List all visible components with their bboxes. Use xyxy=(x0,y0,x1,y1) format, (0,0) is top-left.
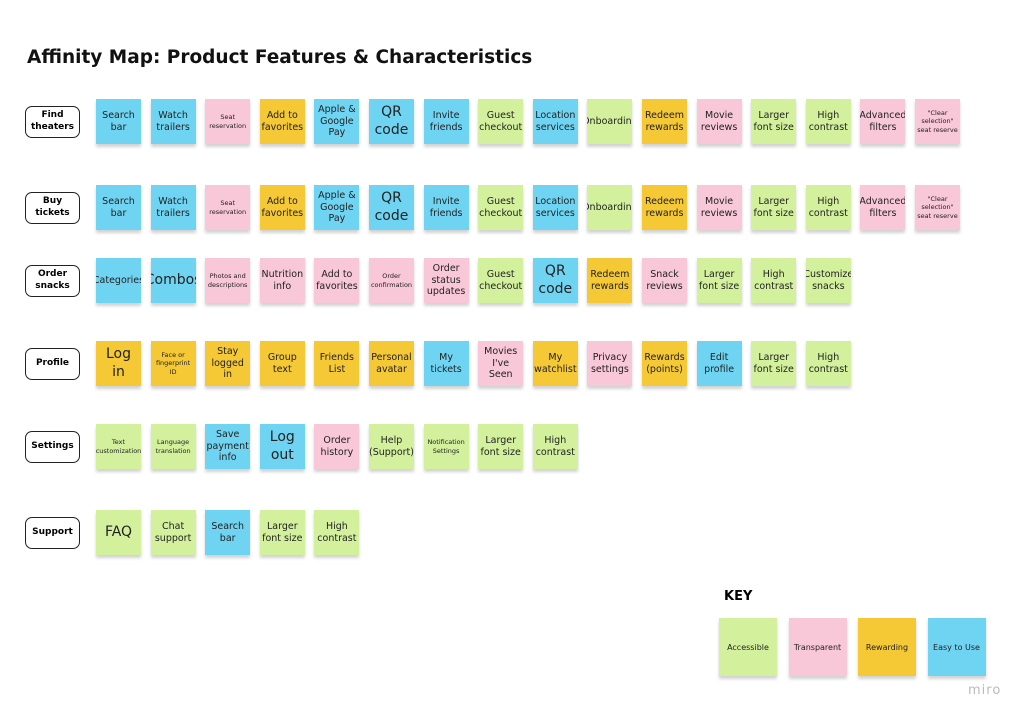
sticky-note: Customize snacks xyxy=(805,258,851,303)
sticky-note: Movies I've Seen xyxy=(478,341,524,386)
sticky-note: Apple & Google Pay xyxy=(314,185,360,230)
sticky-note: Log in xyxy=(96,341,141,386)
sticky-note: Watch trailers xyxy=(150,185,196,230)
sticky-note: Redeem rewards xyxy=(642,99,687,144)
sticky-note: Search bar xyxy=(96,99,141,144)
sticky-note: "Clear selection" seat reserve xyxy=(915,185,960,230)
row-label: Support xyxy=(25,517,80,549)
sticky-note: Larger font size xyxy=(696,258,742,303)
row-label: Settings xyxy=(25,431,80,463)
sticky-note: Nutrition info xyxy=(259,258,305,303)
sticky-note: High contrast xyxy=(751,258,797,303)
sticky-note: Order confirmation xyxy=(369,258,414,303)
sticky-note: High contrast xyxy=(805,185,851,230)
sticky-note: Search bar xyxy=(205,510,251,555)
sticky-note: Larger font size xyxy=(751,99,797,144)
sticky-note: High contrast xyxy=(805,341,851,386)
sticky-note: Snack reviews xyxy=(642,258,687,303)
sticky-note: Guest checkout xyxy=(478,185,524,230)
sticky-note: High contrast xyxy=(314,510,360,555)
sticky-note: Add to favorites xyxy=(259,99,305,144)
sticky-note: My tickets xyxy=(423,341,469,386)
sticky-note: FAQ xyxy=(96,510,141,555)
sticky-note: QR code xyxy=(532,258,578,303)
sticky-note: Seat reservation xyxy=(205,185,251,230)
sticky-note: Invite friends xyxy=(423,99,469,144)
sticky-note: Larger font size xyxy=(751,341,797,386)
watermark: miro xyxy=(968,683,1002,698)
sticky-note: Save payment info xyxy=(205,424,251,469)
sticky-note: Movie reviews xyxy=(696,185,742,230)
sticky-note: Privacy settings xyxy=(587,341,633,386)
title: Affinity Map: Product Features & Charact… xyxy=(27,47,533,68)
sticky-note: QR code xyxy=(369,99,414,144)
sticky-note: Onboarding xyxy=(587,99,633,144)
sticky-note: Notification Settings xyxy=(423,424,469,469)
sticky-note: Personal avatar xyxy=(369,341,414,386)
sticky-note: Guest checkout xyxy=(478,99,524,144)
sticky-note: Order status updates xyxy=(423,258,469,303)
key-note: Transparent xyxy=(788,618,847,676)
sticky-note: Advanced filters xyxy=(860,99,906,144)
sticky-note: Movie reviews xyxy=(696,99,742,144)
row-label: Profile xyxy=(25,348,80,380)
sticky-note: Friends List xyxy=(314,341,360,386)
sticky-note: My watchlist xyxy=(532,341,578,386)
sticky-note: Face or fingerprint ID xyxy=(150,341,196,386)
sticky-note: Stay logged in xyxy=(205,341,251,386)
sticky-note: Add to favorites xyxy=(259,185,305,230)
key-note: Easy to Use xyxy=(927,618,986,676)
row-label: Order snacks xyxy=(25,265,80,297)
sticky-note: Location services xyxy=(532,99,578,144)
key-note: Rewarding xyxy=(858,618,916,676)
sticky-note: Help (Support) xyxy=(369,424,414,469)
sticky-note: High contrast xyxy=(805,99,851,144)
sticky-note: Seat reservation xyxy=(205,99,251,144)
sticky-note: Search bar xyxy=(96,185,141,230)
sticky-note: Location services xyxy=(532,185,578,230)
sticky-note: Combos xyxy=(150,258,196,303)
sticky-note: Categories xyxy=(96,258,141,303)
row-label: Find theaters xyxy=(25,106,80,138)
sticky-note: Onboarding xyxy=(587,185,633,230)
sticky-note: Language translation xyxy=(150,424,196,469)
sticky-note: Larger font size xyxy=(259,510,305,555)
sticky-note: Order history xyxy=(314,424,360,469)
sticky-note: Text customization xyxy=(96,424,141,469)
sticky-note: Guest checkout xyxy=(478,258,524,303)
sticky-note: Redeem rewards xyxy=(642,185,687,230)
sticky-note: QR code xyxy=(369,185,414,230)
sticky-note: Edit profile xyxy=(696,341,742,386)
sticky-note: "Clear selection" seat reserve xyxy=(915,99,960,144)
sticky-note: Rewards (points) xyxy=(642,341,687,386)
sticky-note: Watch trailers xyxy=(150,99,196,144)
sticky-note: Larger font size xyxy=(751,185,797,230)
sticky-note: Redeem rewards xyxy=(587,258,633,303)
row-label: Buy tickets xyxy=(25,192,80,224)
sticky-note: Apple & Google Pay xyxy=(314,99,360,144)
sticky-note: Invite friends xyxy=(423,185,469,230)
sticky-note: Group text xyxy=(259,341,305,386)
sticky-note: Add to favorites xyxy=(314,258,360,303)
sticky-note: Advanced filters xyxy=(860,185,906,230)
sticky-note: Chat support xyxy=(150,510,196,555)
sticky-note: High contrast xyxy=(532,424,578,469)
key-note: Accessible xyxy=(719,618,777,676)
key-title: KEY xyxy=(724,589,753,604)
sticky-note: Log out xyxy=(259,424,305,469)
sticky-note: Photos and descriptions xyxy=(205,258,251,303)
sticky-note: Larger font size xyxy=(478,424,524,469)
